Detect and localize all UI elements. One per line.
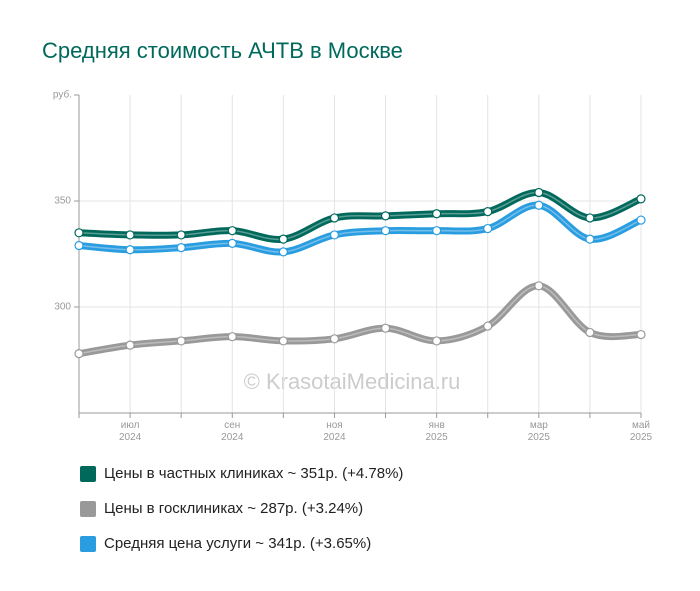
data-point xyxy=(125,245,135,255)
x-tick-label: мар 2025 xyxy=(528,420,551,443)
watermark: © KrasotaiMedicina.ru xyxy=(244,369,461,394)
data-point xyxy=(176,336,186,346)
data-point xyxy=(176,230,186,240)
x-tick-label: май 2025 xyxy=(630,420,653,443)
data-point xyxy=(636,329,646,340)
data-point xyxy=(278,336,288,346)
data-point xyxy=(585,234,595,244)
data-point xyxy=(585,327,595,338)
data-point xyxy=(329,334,340,344)
data-point xyxy=(227,332,237,342)
data-point xyxy=(636,215,646,225)
x-tick-label: июл 2024 xyxy=(119,420,142,443)
data-point xyxy=(176,243,186,253)
y-tick-label: 350 xyxy=(54,196,71,207)
legend-label: Цены в госклиниках ~ 287р. (+3.24%) xyxy=(104,500,363,517)
data-point xyxy=(534,281,544,291)
legend-label: Цены в частных клиниках ~ 351р. (+4.78%) xyxy=(104,465,403,482)
data-point xyxy=(278,247,288,257)
data-point xyxy=(74,349,84,359)
data-point xyxy=(380,323,391,333)
chart-title: Средняя стоимость АЧТВ в Москве xyxy=(42,38,403,63)
data-point xyxy=(74,228,84,238)
data-point xyxy=(227,226,237,236)
data-point xyxy=(125,230,135,240)
data-point xyxy=(329,213,340,223)
data-point xyxy=(74,240,84,251)
data-point xyxy=(432,226,442,236)
data-point xyxy=(534,200,544,210)
legend-swatch xyxy=(80,536,96,552)
legend-label: Средняя цена услуги ~ 341р. (+3.65%) xyxy=(104,535,371,552)
data-point xyxy=(380,226,391,236)
series-line xyxy=(78,201,643,256)
data-point xyxy=(380,211,391,221)
data-point xyxy=(483,321,493,331)
legend-swatch xyxy=(80,501,96,517)
data-point xyxy=(483,223,493,234)
data-point xyxy=(534,187,544,198)
data-point xyxy=(227,238,237,248)
y-axis-label: руб. xyxy=(53,89,72,101)
data-point xyxy=(636,194,646,204)
data-point xyxy=(432,209,442,219)
data-point xyxy=(329,230,340,240)
data-point xyxy=(483,207,493,217)
x-tick-label: ноя 2024 xyxy=(323,420,346,443)
data-point xyxy=(125,340,135,350)
data-point xyxy=(432,336,442,346)
x-tick-label: сен 2024 xyxy=(221,420,244,443)
series-line xyxy=(78,282,642,358)
data-point xyxy=(585,213,595,223)
legend-swatch xyxy=(80,466,96,482)
x-tick-label: янв 2025 xyxy=(426,420,449,443)
y-tick-label: 300 xyxy=(54,302,71,313)
data-point xyxy=(278,234,288,244)
